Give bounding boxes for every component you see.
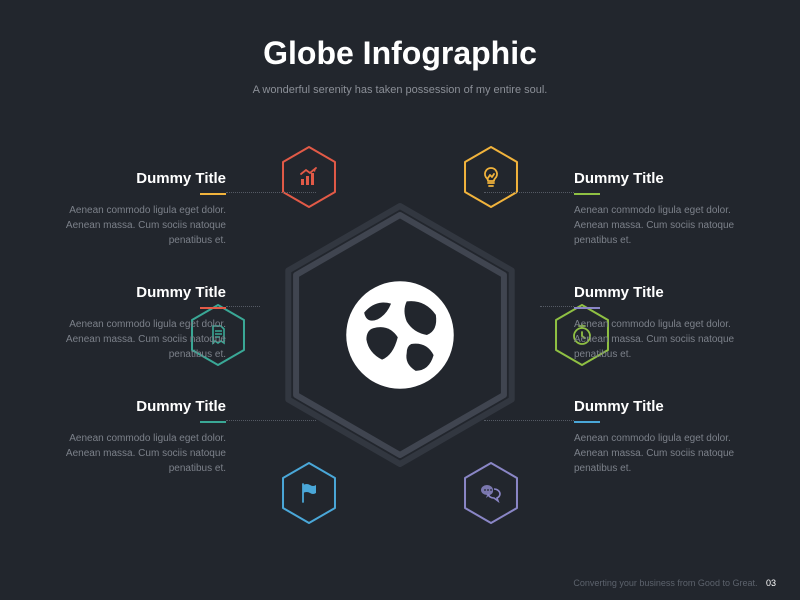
hexagon-ring [265,200,535,470]
bulb-icon [479,165,503,189]
block-body: Aenean commodo ligula eget dolor. Aenean… [574,203,749,248]
info-block: Dummy Title Aenean commodo ligula eget d… [51,284,226,362]
block-title: Dummy Title [574,170,749,187]
info-block: Dummy Title Aenean commodo ligula eget d… [51,398,226,476]
info-block: Dummy Title Aenean commodo ligula eget d… [51,170,226,248]
block-title: Dummy Title [574,284,749,301]
slide-footer: Converting your business from Good to Gr… [573,578,776,588]
page-number: 03 [766,578,776,588]
accent-rule [200,421,226,423]
block-title: Dummy Title [51,170,226,187]
connector-line [226,420,316,421]
accent-rule [200,193,226,195]
connector-line [484,420,574,421]
block-title: Dummy Title [574,398,749,415]
info-block: Dummy Title Aenean commodo ligula eget d… [574,170,749,248]
accent-rule [574,307,600,309]
flag-icon [297,481,321,505]
hex-node-chart [276,144,342,210]
info-block: Dummy Title Aenean commodo ligula eget d… [574,398,749,476]
chart-icon [297,165,321,189]
chat-icon [479,481,503,505]
block-body: Aenean commodo ligula eget dolor. Aenean… [51,317,226,362]
info-block: Dummy Title Aenean commodo ligula eget d… [574,284,749,362]
block-body: Aenean commodo ligula eget dolor. Aenean… [51,431,226,476]
block-body: Aenean commodo ligula eget dolor. Aenean… [574,431,749,476]
connector-line [226,306,260,307]
block-title: Dummy Title [51,398,226,415]
connector-line [484,192,574,193]
block-title: Dummy Title [51,284,226,301]
block-body: Aenean commodo ligula eget dolor. Aenean… [51,203,226,248]
accent-rule [574,193,600,195]
footer-text: Converting your business from Good to Gr… [573,578,757,588]
hex-node-bulb [458,144,524,210]
accent-rule [574,421,600,423]
block-body: Aenean commodo ligula eget dolor. Aenean… [574,317,749,362]
globe-icon [344,279,456,391]
page-subtitle: A wonderful serenity has taken possessio… [0,84,800,96]
hex-node-chat [458,460,524,526]
connector-line [226,192,316,193]
accent-rule [200,307,226,309]
page-title: Globe Infographic [0,35,800,72]
hex-node-flag [276,460,342,526]
connector-line [540,306,574,307]
